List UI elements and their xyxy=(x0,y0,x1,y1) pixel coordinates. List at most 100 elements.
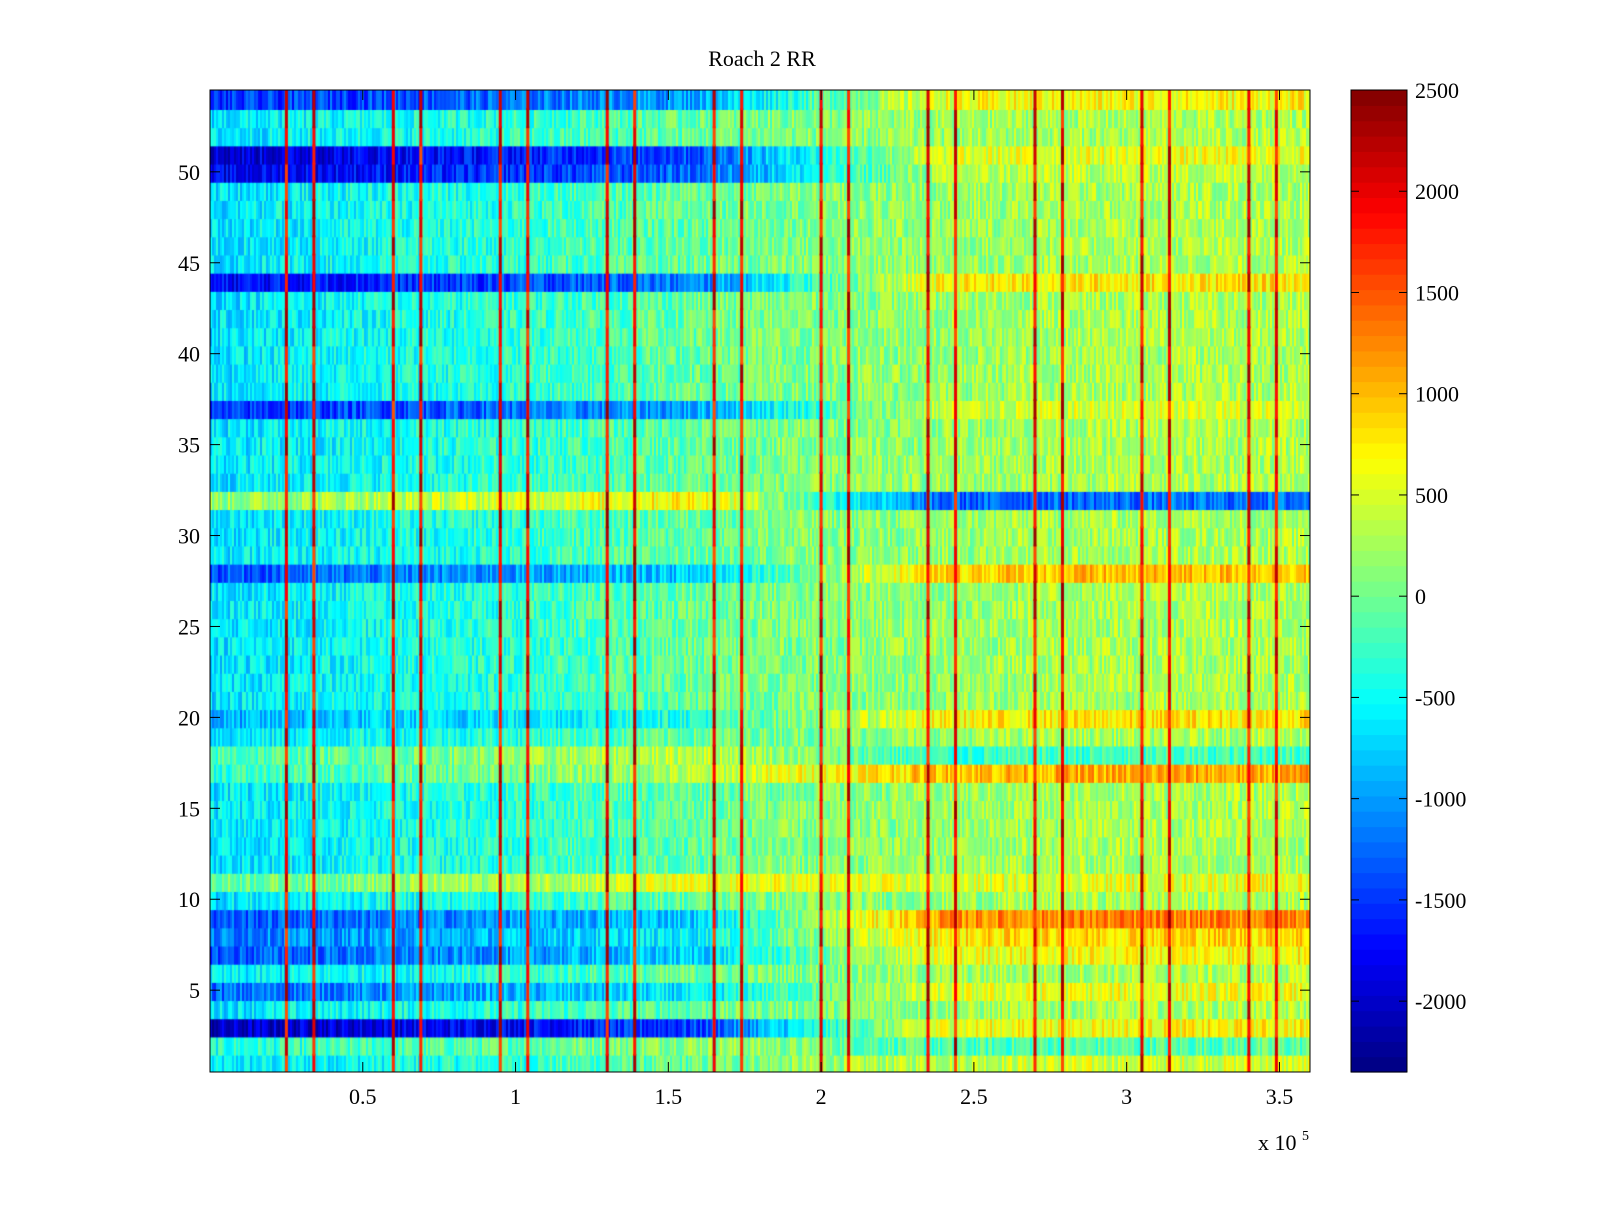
colorbar-swatch xyxy=(1351,488,1407,505)
colorbar: 2500 2000 1500 1000 500 0 -500 -1000 -1500 -2000 xyxy=(1350,78,1466,1073)
colorbar-swatch xyxy=(1351,780,1407,797)
colorbar-swatch xyxy=(1351,136,1407,152)
colorbar-swatch xyxy=(1351,228,1407,245)
colorbar-tick-label: -1500 xyxy=(1415,888,1466,913)
x-tick-label: 0.5 xyxy=(349,1084,377,1109)
colorbar-swatch xyxy=(1351,182,1407,199)
colorbar-swatch xyxy=(1351,611,1407,628)
colorbar-swatch xyxy=(1351,1010,1407,1027)
colorbar-swatch xyxy=(1351,335,1407,352)
colorbar-swatch xyxy=(1351,258,1407,275)
colorbar-swatch xyxy=(1351,442,1407,459)
colorbar-swatch xyxy=(1351,519,1407,536)
colorbar-frame xyxy=(1350,89,1408,1073)
axes: 0.5 1 1.5 2 2.5 3 3.5 5 10 15 20 25 30 35 40 45 50 xyxy=(178,89,1311,1109)
colorbar-swatch xyxy=(1351,811,1407,828)
x-tick-label: 1.5 xyxy=(655,1084,683,1109)
y-tick-label: 20 xyxy=(178,705,200,730)
colorbar-swatch xyxy=(1351,642,1407,659)
colorbar-tick-label: 500 xyxy=(1415,483,1448,508)
colorbar-swatch xyxy=(1351,749,1407,766)
plot-frame xyxy=(209,89,1311,1073)
colorbar-swatch xyxy=(1351,703,1407,720)
colorbar-swatch xyxy=(1351,795,1407,812)
colorbar-swatch xyxy=(1351,565,1407,582)
colorbar-swatch xyxy=(1351,964,1407,981)
colorbar-swatch xyxy=(1351,949,1407,966)
colorbar-swatch xyxy=(1351,596,1407,613)
colorbar-tick-label: -500 xyxy=(1415,685,1455,710)
colorbar-swatch xyxy=(1351,412,1407,429)
colorbar-swatch xyxy=(1351,304,1407,321)
colorbar-swatch xyxy=(1351,627,1407,643)
colorbar-swatch xyxy=(1351,734,1407,751)
colorbar-swatch xyxy=(1351,350,1407,367)
colorbar-tick-label: 1000 xyxy=(1415,382,1459,407)
x-tick-label: 1 xyxy=(510,1084,521,1109)
colorbar-swatch xyxy=(1351,857,1407,874)
colorbar-swatch xyxy=(1351,243,1407,260)
colorbar-swatch xyxy=(1351,120,1407,137)
y-tick-label: 30 xyxy=(178,524,200,549)
colorbar-swatch xyxy=(1351,197,1407,214)
colorbar-swatch xyxy=(1351,212,1407,229)
heatmap-cells xyxy=(210,90,1310,1072)
colorbar-swatch xyxy=(1351,887,1407,904)
colorbar-swatch xyxy=(1351,458,1407,475)
y-tick-label: 45 xyxy=(178,251,200,276)
colorbar-swatch xyxy=(1351,995,1407,1012)
x-multiplier-exponent: 5 xyxy=(1302,1129,1309,1144)
colorbar-swatch xyxy=(1351,320,1407,337)
colorbar-swatch xyxy=(1351,719,1407,736)
colorbar-swatch xyxy=(1351,366,1407,383)
colorbar-tick-label: 0 xyxy=(1415,584,1426,609)
colorbar-swatch xyxy=(1351,903,1407,920)
colorbar-swatch xyxy=(1351,274,1407,291)
colorbar-swatch xyxy=(1351,1056,1407,1073)
colorbar-swatch xyxy=(1351,826,1407,843)
y-tick-label: 50 xyxy=(178,160,200,185)
colorbar-swatch xyxy=(1351,427,1407,444)
y-tick-label: 40 xyxy=(178,342,200,367)
colorbar-swatch xyxy=(1351,166,1407,183)
colorbar-tick-label: 1500 xyxy=(1415,280,1459,305)
colorbar-swatch xyxy=(1351,841,1407,858)
y-tick-label: 15 xyxy=(178,796,200,821)
colorbar-swatch xyxy=(1351,1025,1407,1042)
x-axis-multiplier: x 10 5 xyxy=(1258,1129,1309,1155)
colorbar-tick-label: -1000 xyxy=(1415,787,1466,812)
colorbar-swatch xyxy=(1351,581,1407,597)
y-tick-label: 35 xyxy=(178,433,200,458)
colorbar-swatch xyxy=(1351,933,1407,950)
colorbar-swatch xyxy=(1351,657,1407,674)
x-tick-label: 3.5 xyxy=(1266,1084,1294,1109)
colorbar-swatch xyxy=(1351,979,1407,996)
colorbar-swatch xyxy=(1351,918,1407,935)
x-multiplier-base: x 10 xyxy=(1258,1130,1297,1155)
colorbar-tick-label: 2000 xyxy=(1415,179,1459,204)
colorbar-swatch xyxy=(1351,396,1407,413)
colorbar-swatch xyxy=(1351,289,1407,306)
colorbar-swatch xyxy=(1351,872,1407,889)
colorbar-swatch xyxy=(1351,473,1407,490)
colorbar-swatch xyxy=(1351,534,1407,551)
colorbar-swatch xyxy=(1351,673,1407,690)
colorbar-swatch xyxy=(1351,90,1407,106)
colorbar-swatch xyxy=(1351,765,1407,782)
colorbar-tick-label: -2000 xyxy=(1415,989,1466,1014)
y-tick-label: 10 xyxy=(178,887,200,912)
y-tick-label: 5 xyxy=(189,978,200,1003)
colorbar-swatch xyxy=(1351,1041,1407,1058)
colorbar-tick-label: 2500 xyxy=(1415,78,1459,103)
colorbar-swatch xyxy=(1351,688,1407,705)
y-tick-label: 25 xyxy=(178,614,200,639)
x-tick-label: 3 xyxy=(1121,1084,1132,1109)
colorbar-swatch xyxy=(1351,105,1407,122)
heatmap-raster xyxy=(210,90,1310,1072)
colorbar-swatch xyxy=(1351,504,1407,521)
colorbar-swatch xyxy=(1351,151,1407,168)
chart-title: Roach 2 RR xyxy=(708,46,816,71)
x-tick-label: 2.5 xyxy=(960,1084,988,1109)
